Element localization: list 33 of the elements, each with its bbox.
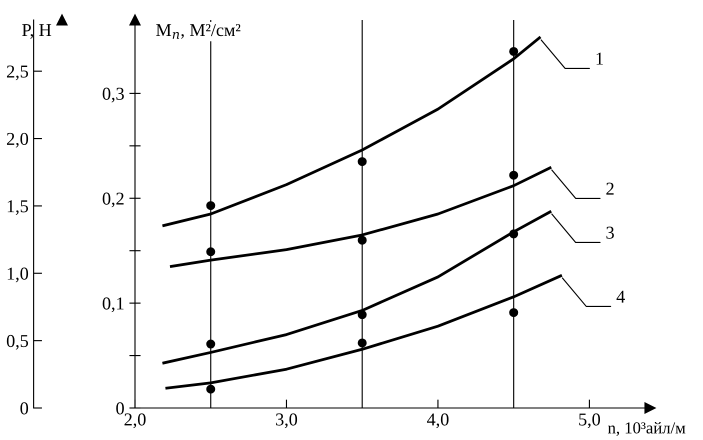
x-axis-title: n, 10³айл/м [608,422,686,436]
point [358,157,367,166]
x-tick-label: 2,0 [124,413,146,428]
y-axis-title: M$_{п}$, М²/см² [156,24,240,39]
point [509,308,518,318]
x-tick-label: 4,0 [427,413,449,428]
point [206,247,216,256]
annotation: 1 [596,52,603,65]
y-tick-label: 0,1 [102,297,124,312]
y2-tick-label: 0 [20,402,28,414]
point [358,338,367,348]
point [358,236,367,245]
point [206,201,216,210]
y2-axis-title: P, H [22,24,52,39]
y-tick-label: 0 [116,402,124,414]
annotation: 3 [606,226,614,239]
point [206,384,216,394]
y2-tick-label: 2,0 [6,132,28,148]
y-tick-label: 0,2 [102,192,124,208]
point [206,340,216,349]
point [509,46,518,56]
annotation: 4 [616,290,625,303]
x-tick-label: 5,0 [579,413,600,428]
y2-tick-label: 1,5 [8,200,28,215]
y2-tick-label: 0,5 [6,334,28,350]
point [509,170,518,180]
y-tick-label: 0,3 [102,88,124,102]
x-tick-label: 3,0 [276,413,298,428]
point [509,229,518,238]
y2-tick-label: 1,0 [8,268,28,282]
point [358,310,367,320]
annotation: 2 [606,182,614,195]
y2-tick-label: 2,5 [6,66,28,80]
